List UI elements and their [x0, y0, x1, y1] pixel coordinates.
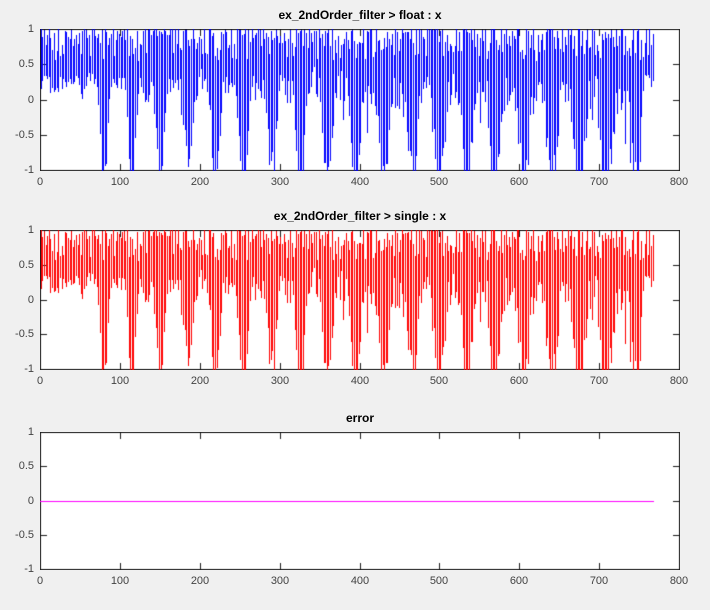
x-tick-label: 500 — [429, 575, 449, 587]
x-tick-label: 300 — [270, 575, 290, 587]
plot-area-error — [40, 432, 680, 570]
y-tick-label: -0.5 — [15, 328, 34, 340]
y-tick-label: -1 — [24, 363, 34, 375]
y-tick-label: 1 — [27, 23, 34, 35]
x-tick-label: 700 — [589, 176, 609, 188]
x-tick-label: 400 — [350, 375, 370, 387]
x-tick-label: 200 — [190, 375, 210, 387]
y-tick-label: -1 — [24, 164, 34, 176]
y-tick-label: 0.5 — [18, 259, 34, 271]
x-tick-label: 600 — [509, 176, 529, 188]
x-tick-label: 500 — [429, 375, 449, 387]
y-tick-label: 0 — [27, 94, 34, 106]
x-tick-label: 700 — [589, 575, 609, 587]
x-tick-label: 800 — [669, 375, 689, 387]
y-tick-label: 0.5 — [18, 460, 34, 472]
x-tick-label: 600 — [509, 375, 529, 387]
plot-title-single: ex_2ndOrder_filter > single : x — [273, 209, 447, 223]
x-tick-label: 100 — [110, 375, 130, 387]
plot-area-float — [40, 29, 680, 171]
x-tick-label: 200 — [190, 176, 210, 188]
subplot-single: ex_2ndOrder_filter > single : x -1 -0.5 0 0… — [15, 209, 688, 387]
x-tick-label: 300 — [270, 176, 290, 188]
plot-title-float: ex_2ndOrder_filter > float : x — [278, 8, 442, 22]
x-tick-label: 0 — [36, 375, 44, 387]
plot-area-single — [40, 230, 680, 370]
plot-title-error: error — [345, 411, 374, 425]
y-tick-label: -0.5 — [15, 129, 34, 141]
y-tick-label: -1 — [24, 563, 34, 575]
x-tick-label: 100 — [110, 575, 130, 587]
x-tick-label: 0 — [36, 575, 44, 587]
subplot-float: ex_2ndOrder_filter > float : x -1 -0.5 0 0.… — [15, 8, 688, 188]
x-tick-label: 400 — [350, 575, 370, 587]
y-tick-label: 0.5 — [18, 58, 34, 70]
y-tick-label: 1 — [27, 224, 34, 236]
x-tick-label: 600 — [509, 575, 529, 587]
x-tick-label: 500 — [429, 176, 449, 188]
x-tick-label: 800 — [669, 575, 689, 587]
y-tick-label: 0 — [27, 495, 34, 507]
x-tick-label: 400 — [350, 176, 370, 188]
x-tick-label: 200 — [190, 575, 210, 587]
y-tick-label: 0 — [27, 294, 34, 306]
x-tick-label: 100 — [110, 176, 130, 188]
y-tick-label: 1 — [27, 426, 34, 438]
x-tick-label: 0 — [36, 176, 44, 188]
y-tick-label: -0.5 — [15, 529, 34, 541]
x-tick-label: 300 — [270, 375, 290, 387]
x-tick-label: 700 — [589, 375, 609, 387]
x-tick-label: 800 — [669, 176, 689, 188]
subplot-error: error -1 -0.5 0 0.5 1 0 100 200 300 400 500 600 700 8… — [15, 411, 688, 587]
